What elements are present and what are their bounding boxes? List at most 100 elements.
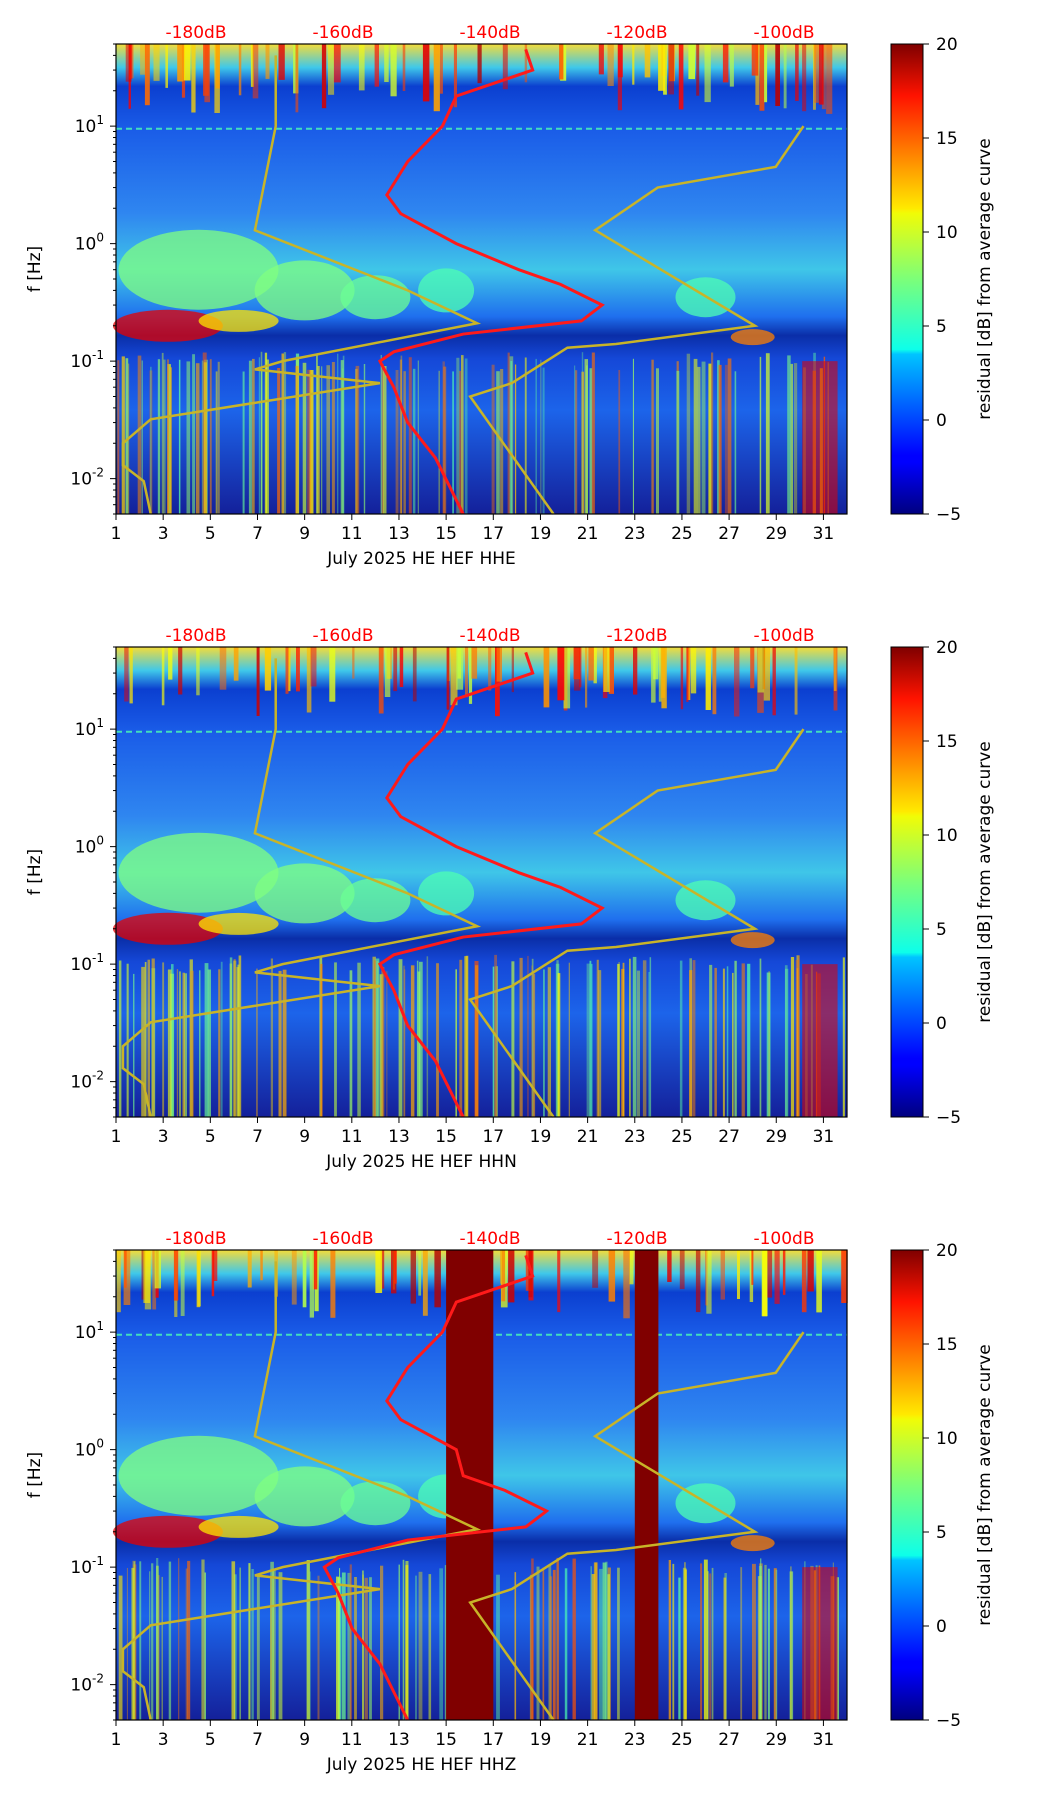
streak [147,959,150,1117]
energy-blob [118,1435,279,1516]
hf-burst [391,1250,397,1294]
hf-burst [154,1250,161,1289]
streak [334,962,337,1117]
hf-burst [191,44,196,113]
streak [632,358,634,514]
hf-burst [140,44,146,75]
streak [636,970,640,1117]
streak [752,1563,756,1720]
streak [141,966,146,1117]
energy-blob [254,260,355,321]
hf-burst [264,647,272,691]
hf-burst [802,44,807,112]
streak [316,355,318,514]
colorbar-tick-label: 10 [936,223,958,243]
hf-burst [333,44,341,83]
streak [408,357,412,514]
streak [270,1577,272,1720]
streak [125,358,129,514]
event-column [802,964,838,1117]
top-db-label: -180dB [165,23,226,43]
hf-burst [488,647,492,691]
hf-burst [764,44,768,103]
hf-burst [456,647,464,690]
event-column [802,1567,838,1720]
streak [568,962,570,1117]
hf-burst [543,647,550,708]
streak [321,366,323,514]
hf-burst [295,44,299,113]
x-tick-label: 25 [671,1730,693,1750]
hf-burst [144,44,150,106]
streak [220,961,223,1117]
streak [417,971,421,1117]
streak [190,970,194,1117]
x-tick-label: 19 [530,1127,552,1147]
streak [184,973,187,1117]
streak [201,1559,205,1720]
hf-burst [422,44,430,102]
streak [527,955,529,1117]
streak [787,355,791,514]
top-db-label: -100dB [753,626,814,646]
top-db-label: -120dB [606,626,667,646]
y-axis-label: f [Hz] [25,1452,45,1498]
hf-burst [143,1250,150,1303]
spectrogram-panel-2: 1 3 5 7 9 11 13 15 17 19 21 23 25 27 29 3110110010-110-… [25,626,848,1172]
streak [542,1567,545,1720]
hf-burst [129,44,133,80]
streak [549,1576,553,1720]
x-tick-label: 23 [624,524,646,544]
streak [337,353,339,514]
hf-burst [374,44,379,87]
streak [547,967,551,1117]
hf-burst [177,44,184,82]
hf-burst [309,1250,314,1318]
streak [764,1564,767,1720]
streak [362,1570,364,1720]
hf-burst [623,1250,630,1319]
colorbar-tick-label: 0 [936,411,947,431]
hf-burst [203,44,209,96]
streak [574,365,576,514]
colorbar-tick-label: 5 [936,920,947,940]
y-tick-label: 10-2 [70,466,104,490]
hf-burst [291,1250,297,1305]
top-db-label: -100dB [753,1229,814,1249]
hf-burst [219,647,227,690]
streak [556,960,559,1117]
streak [507,352,510,514]
streak [306,1560,310,1720]
streak [405,1561,409,1720]
streak [734,371,737,514]
hf-burst [750,647,755,689]
x-tick-label: 5 [205,524,216,544]
streak [759,958,762,1117]
streak [793,363,798,514]
colorbar-3: 20 15 10 5 0 −5 residual [dB] from average cur… [890,1241,995,1731]
streak [436,963,439,1117]
x-tick-label: 29 [765,1730,787,1750]
hf-burst [737,1250,740,1299]
streak [176,969,179,1117]
streak [403,965,405,1117]
streak [532,973,536,1117]
streak [283,352,287,514]
energy-blob [340,1481,411,1526]
hf-burst [807,1250,814,1292]
hf-burst [173,1250,179,1301]
streak [126,963,129,1117]
y-tick-label: 101 [75,716,104,740]
streak [295,365,299,514]
streak [535,358,537,514]
streak [709,1573,712,1720]
streak [572,1558,576,1720]
streak [760,1558,762,1720]
x-tick-label: 21 [577,1127,599,1147]
hf-burst [603,647,610,692]
colorbar-tick-label: 15 [936,129,958,149]
streak [689,970,693,1117]
colorbar-tick-label: 15 [936,732,958,752]
streak [722,968,725,1117]
